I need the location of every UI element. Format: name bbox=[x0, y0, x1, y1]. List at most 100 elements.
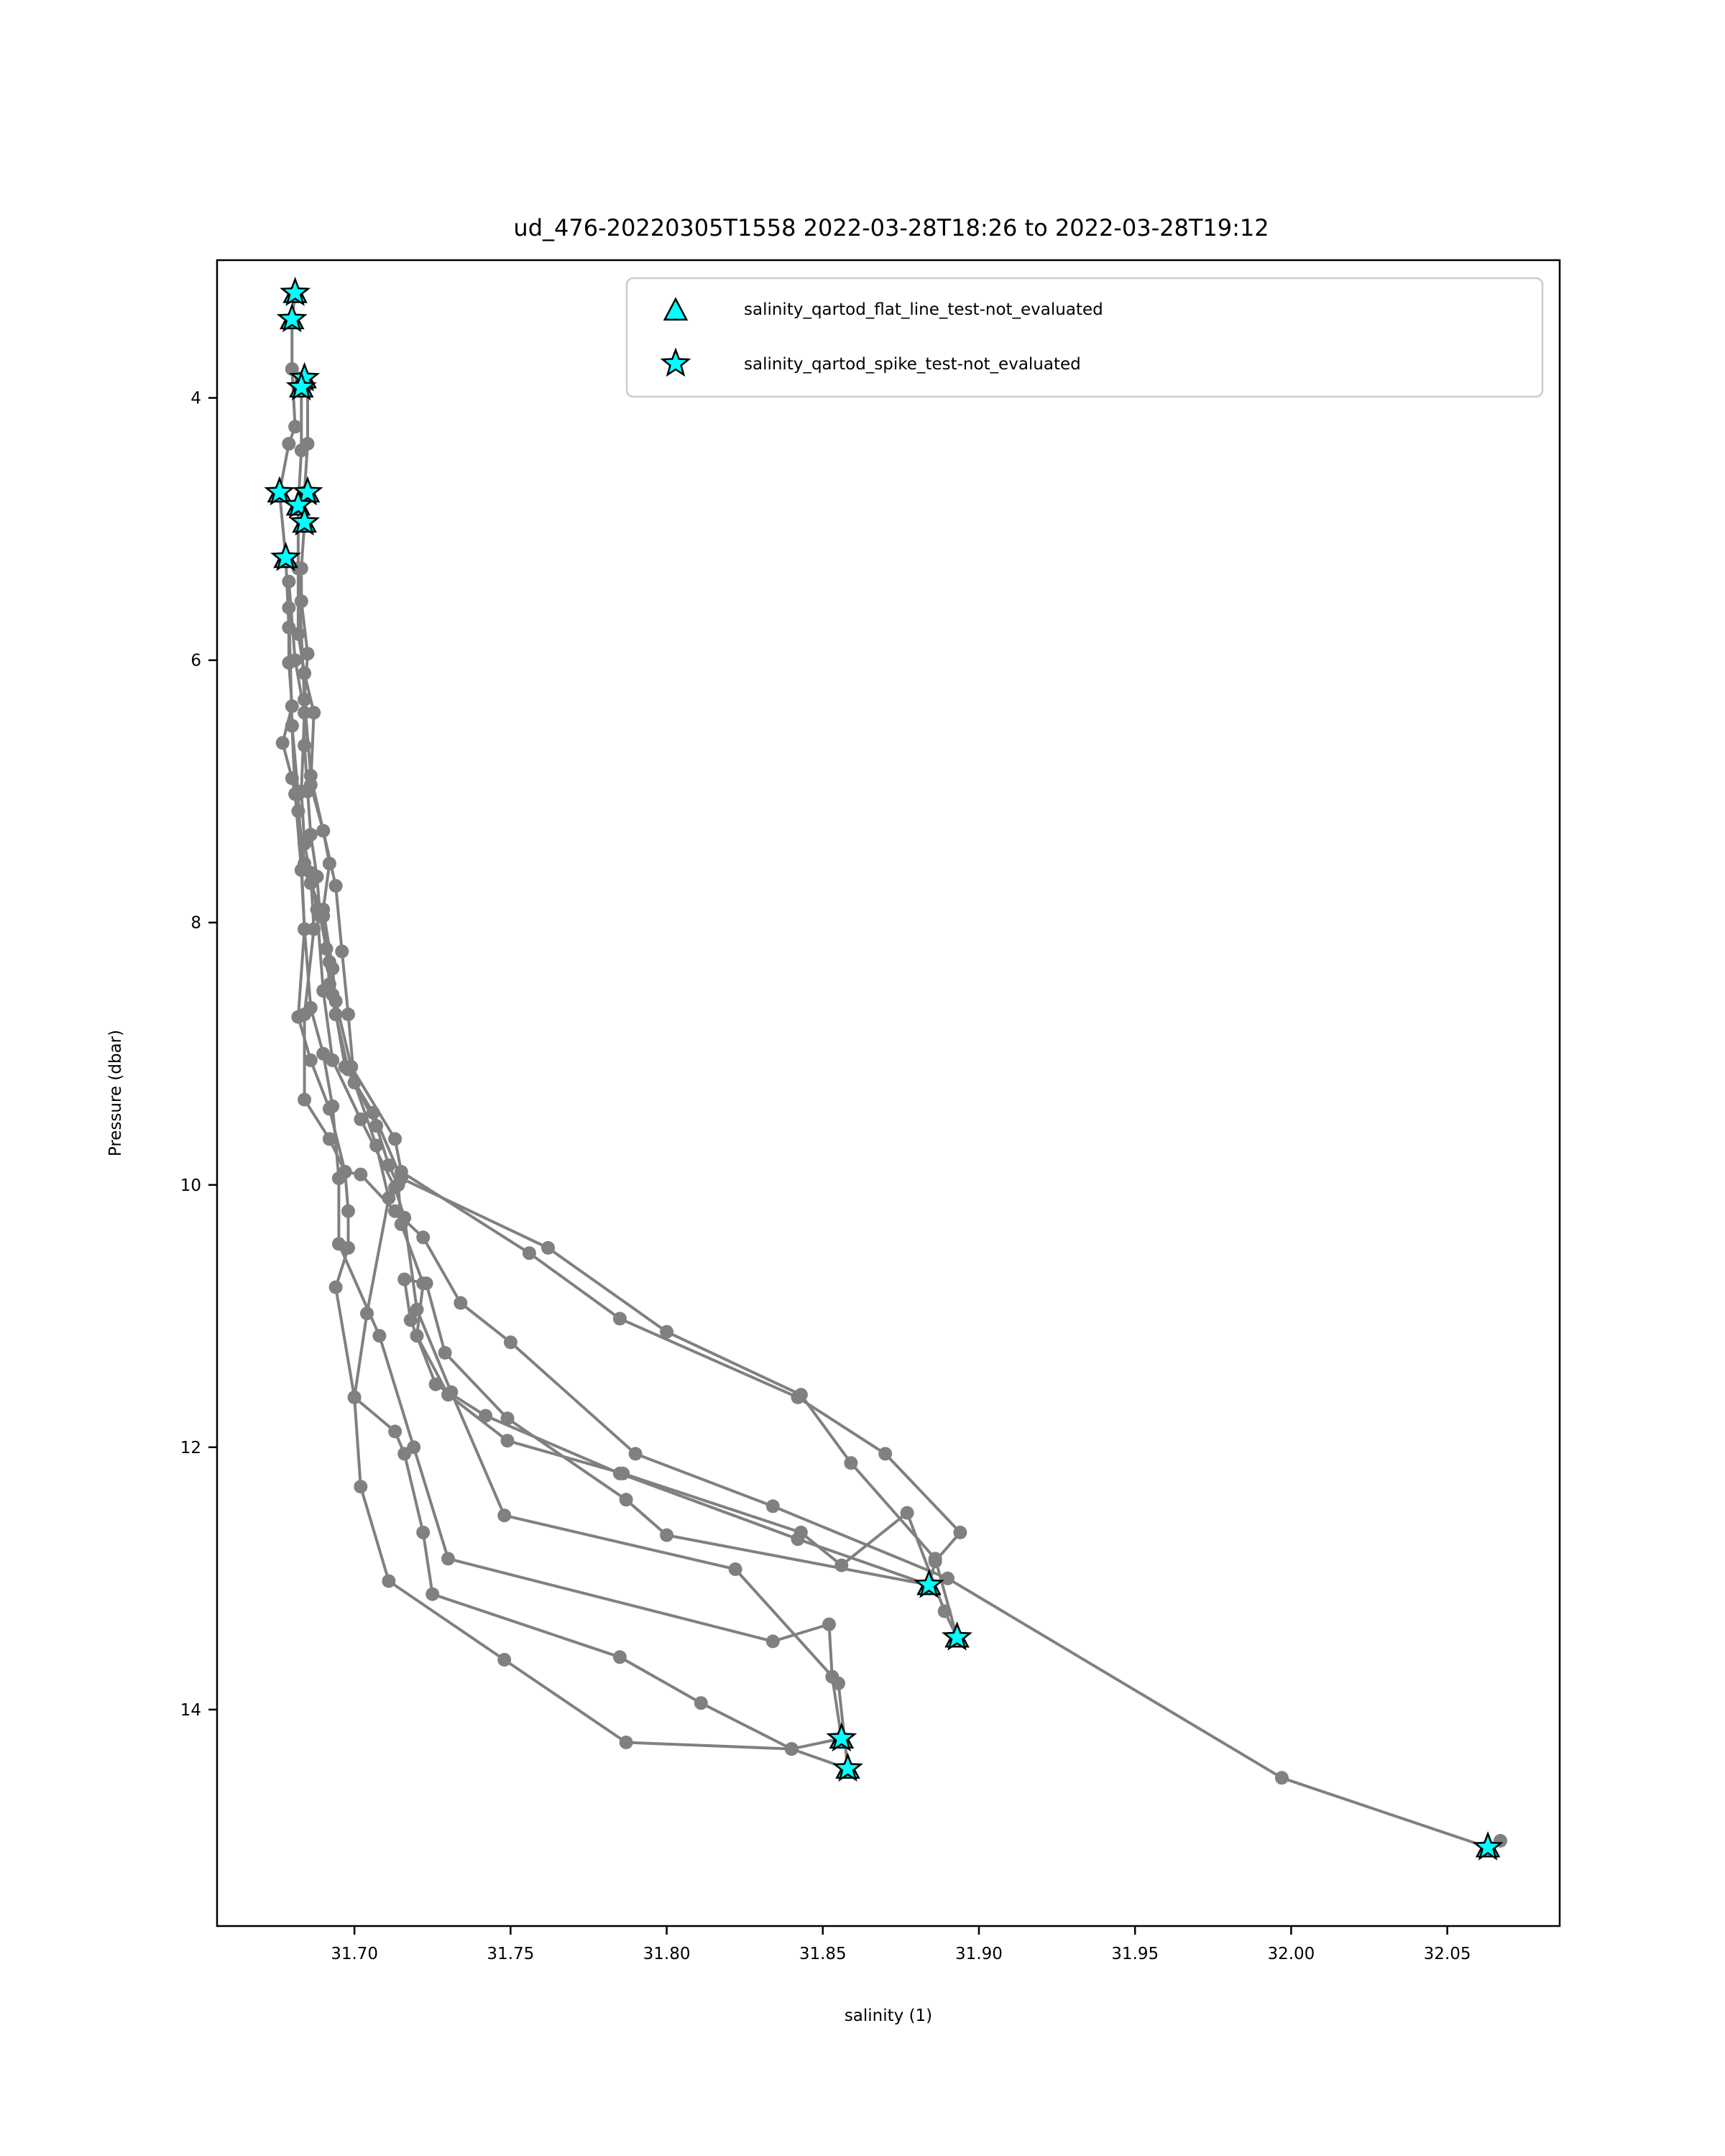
legend-label: salinity_qartod_spike_test-not_evaluated bbox=[744, 355, 1081, 374]
spike-flag-marker bbox=[292, 476, 323, 506]
data-point bbox=[307, 922, 321, 936]
data-point bbox=[497, 1508, 512, 1523]
data-point bbox=[694, 1696, 708, 1710]
chart-title: ud_476-20220305T1558 2022-03-28T18:26 to… bbox=[513, 214, 1269, 241]
data-point bbox=[347, 1390, 362, 1404]
data-point bbox=[765, 1634, 780, 1649]
data-point bbox=[900, 1506, 914, 1520]
legend-triangle-icon bbox=[663, 297, 689, 321]
data-point bbox=[298, 692, 312, 706]
data-point bbox=[937, 1604, 952, 1618]
spike-flag-marker bbox=[285, 371, 317, 401]
x-tick-label: 31.70 bbox=[331, 1945, 378, 1963]
data-point bbox=[410, 1302, 424, 1317]
x-tick-label: 31.90 bbox=[955, 1945, 1003, 1963]
legend: salinity_qartod_flat_line_test-not_evalu… bbox=[625, 277, 1544, 398]
x-tick-label: 31.80 bbox=[643, 1945, 691, 1963]
data-point bbox=[300, 647, 315, 661]
data-point bbox=[500, 1434, 515, 1448]
data-point bbox=[1274, 1771, 1289, 1785]
data-point bbox=[298, 922, 312, 936]
spike-flag-marker bbox=[1472, 1830, 1504, 1861]
y-tick-label: 4 bbox=[190, 390, 201, 408]
spike-flag-marker bbox=[270, 541, 301, 571]
data-point bbox=[316, 824, 331, 838]
data-point bbox=[503, 1335, 518, 1350]
data-point bbox=[419, 1276, 433, 1291]
data-point bbox=[328, 994, 343, 1008]
data-point bbox=[791, 1390, 805, 1404]
data-point bbox=[354, 1112, 368, 1126]
data-point bbox=[338, 1165, 352, 1179]
x-tick-label: 31.95 bbox=[1111, 1945, 1159, 1963]
data-point bbox=[416, 1230, 431, 1245]
data-point bbox=[765, 1499, 780, 1514]
x-tick-label: 31.75 bbox=[487, 1945, 534, 1963]
data-point bbox=[660, 1528, 674, 1542]
x-tick-label: 31.85 bbox=[799, 1945, 847, 1963]
data-point bbox=[298, 706, 312, 720]
y-tick-label: 8 bbox=[190, 914, 201, 933]
data-point bbox=[660, 1325, 674, 1339]
data-point bbox=[285, 719, 299, 733]
data-point bbox=[372, 1329, 387, 1343]
x-axis-ticks: 31.70 31.75 31.80 31.85 31.90 31.95 32.00 32.05 bbox=[331, 1926, 1471, 1963]
data-point bbox=[388, 1204, 402, 1218]
data-point bbox=[298, 1092, 312, 1107]
data-point bbox=[784, 1742, 799, 1756]
data-point bbox=[303, 865, 318, 880]
y-tick-label: 14 bbox=[180, 1701, 201, 1720]
data-point bbox=[322, 1132, 336, 1146]
data-point bbox=[275, 736, 290, 750]
data-point bbox=[341, 1008, 355, 1021]
spike-flag-marker bbox=[289, 506, 321, 536]
data-point bbox=[397, 1272, 412, 1286]
data-point bbox=[454, 1296, 468, 1310]
legend-star-icon bbox=[660, 347, 691, 377]
data-point bbox=[347, 1075, 362, 1089]
data-point bbox=[328, 1280, 343, 1294]
data-point bbox=[282, 437, 296, 451]
legend-label: salinity_qartod_flat_line_test-not_evalu… bbox=[744, 300, 1103, 319]
plot-frame bbox=[216, 259, 1561, 1927]
x-tick-label: 32.00 bbox=[1267, 1945, 1315, 1963]
spike-flag-marker bbox=[276, 303, 308, 333]
data-point bbox=[500, 1411, 515, 1426]
flag-markers bbox=[264, 277, 1504, 1861]
spike-flag-marker bbox=[826, 1722, 857, 1752]
legend-items: salinity_qartod_flat_line_test-not_evalu… bbox=[660, 297, 1103, 377]
data-point bbox=[354, 1480, 368, 1494]
data-point bbox=[444, 1385, 459, 1399]
data-point bbox=[441, 1552, 455, 1566]
data-point bbox=[825, 1669, 840, 1684]
data-point bbox=[303, 1053, 318, 1067]
data-point bbox=[426, 1587, 440, 1601]
data-point bbox=[388, 1180, 402, 1194]
data-point bbox=[382, 1574, 396, 1588]
data-point bbox=[941, 1571, 954, 1585]
data-point bbox=[612, 1650, 627, 1664]
profile-line bbox=[287, 568, 850, 1770]
x-axis-label: salinity (1) bbox=[845, 2007, 932, 2025]
data-point bbox=[369, 1138, 384, 1153]
data-point bbox=[619, 1493, 633, 1507]
data-point bbox=[822, 1617, 836, 1631]
spike-flag-marker bbox=[280, 277, 311, 306]
profile-series bbox=[282, 561, 855, 1776]
x-tick-label: 32.05 bbox=[1424, 1945, 1471, 1963]
data-point bbox=[628, 1447, 643, 1461]
data-point bbox=[407, 1440, 421, 1455]
data-point bbox=[341, 1204, 355, 1218]
spike-flag-marker bbox=[913, 1568, 944, 1598]
data-point bbox=[294, 443, 308, 458]
data-point bbox=[403, 1313, 418, 1327]
data-point bbox=[612, 1466, 627, 1480]
data-point bbox=[282, 601, 296, 615]
data-point bbox=[335, 944, 349, 959]
plot-area bbox=[264, 277, 1507, 1861]
legend-box bbox=[625, 277, 1544, 398]
data-point bbox=[479, 1409, 493, 1423]
spike-flag-marker bbox=[264, 476, 295, 506]
data-point bbox=[282, 574, 296, 589]
data-point bbox=[438, 1345, 452, 1360]
